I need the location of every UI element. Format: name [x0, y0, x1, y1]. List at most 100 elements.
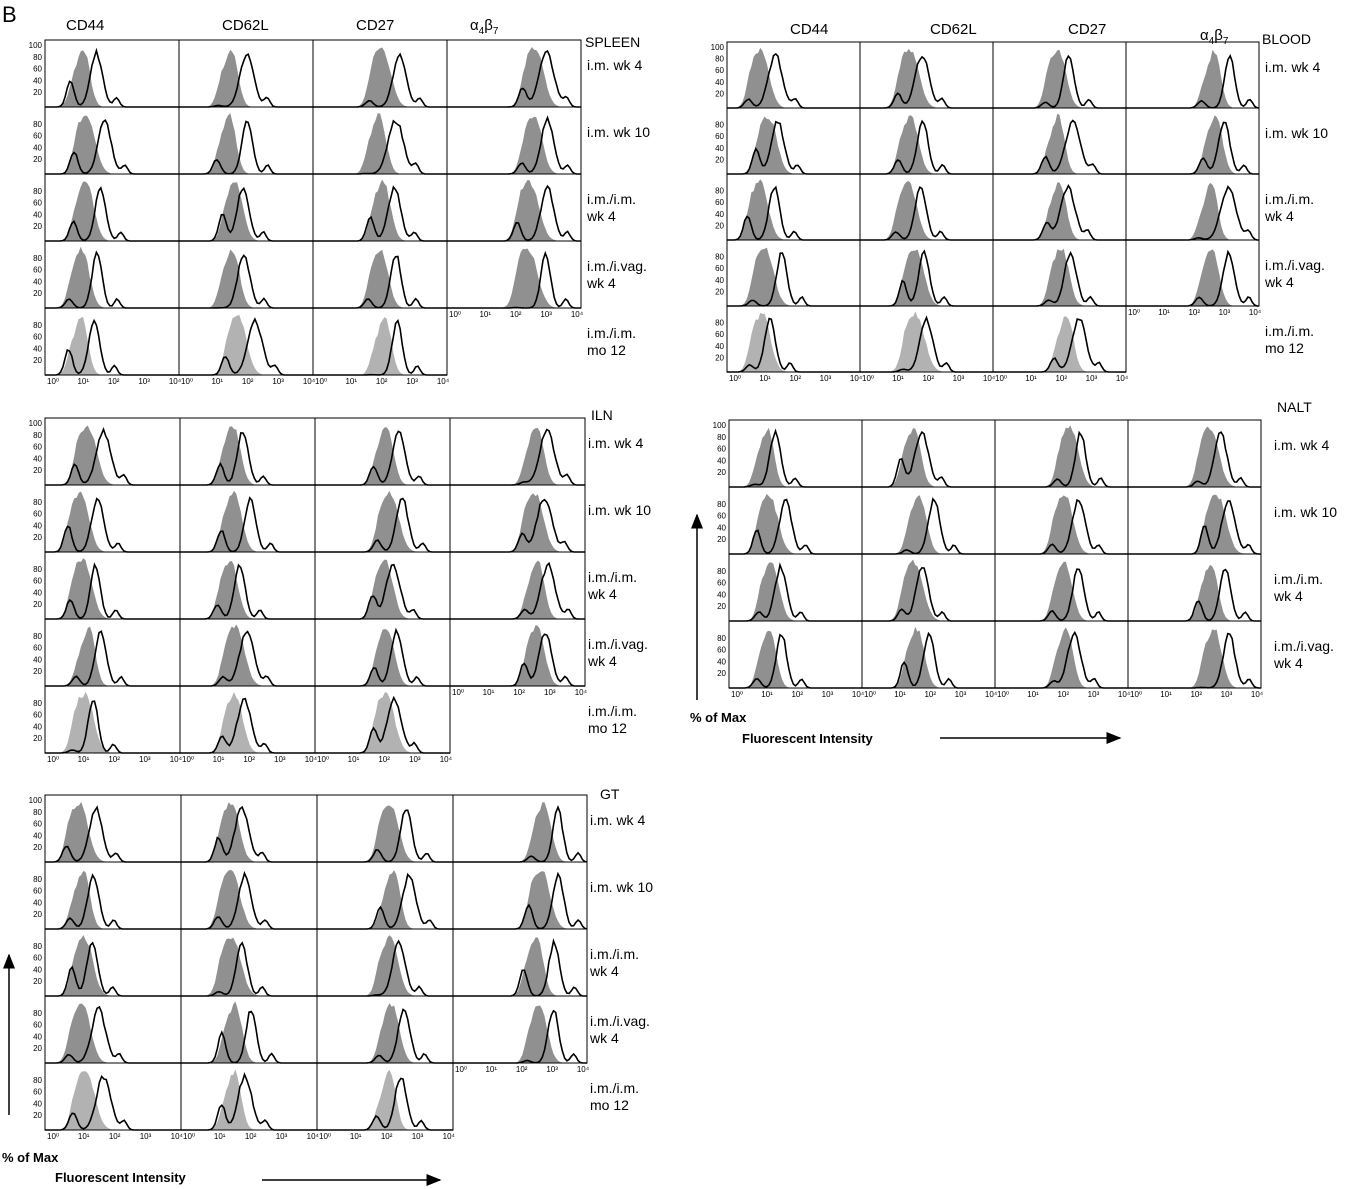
x-tick-label: 10² — [513, 688, 525, 697]
control-histogram — [317, 805, 453, 862]
x-tick-label: 10⁴ — [571, 310, 584, 319]
histogram-blood-r5-c2: 10⁰ 10¹ 10² 10³ 10⁴ — [859, 305, 996, 383]
y-tick-label: 100 — [711, 43, 725, 52]
control-histogram — [317, 870, 453, 929]
sample-histogram — [1126, 121, 1259, 175]
y-tick-label: 40 — [33, 831, 42, 840]
x-tick-label: 10⁴ — [305, 755, 318, 764]
x-tick-label: 10⁰ — [862, 374, 874, 383]
sample-histogram — [1126, 185, 1260, 241]
row-label: i.m./i.m. wk 4 — [589, 946, 639, 979]
control-histogram — [727, 47, 860, 108]
histogram-spleen-r3-c4 — [446, 173, 582, 242]
y-tick-label: 80 — [33, 875, 42, 884]
control-histogram — [179, 49, 313, 107]
histogram-frame — [1125, 173, 1260, 241]
histogram-nalt-r3-c3 — [994, 553, 1129, 622]
row-label: i.m./i.m. mo 12 — [590, 1080, 639, 1113]
x-tick-label: 10¹ — [1025, 374, 1037, 383]
x-tick-label: 10³ — [955, 690, 967, 699]
sample-histogram — [862, 430, 995, 488]
histogram-blood-r1-c2 — [859, 41, 994, 109]
histogram-frame — [726, 107, 861, 175]
y-tick-label: 80 — [33, 120, 42, 129]
x-tick-label: 10¹ — [1027, 690, 1039, 699]
y-tick-label: 80 — [717, 567, 726, 576]
histogram-blood-r4-c3 — [992, 239, 1127, 307]
block-blood: BLOOD i.m. wk 4 100 80 60 40 20 i.m. wk 10 80 60 4… — [711, 31, 1329, 383]
histogram-frame — [992, 305, 1127, 373]
control-histogram — [862, 559, 995, 621]
control-histogram — [317, 935, 453, 996]
x-tick-label: 10⁴ — [985, 690, 998, 699]
x-tick-label: 10¹ — [892, 374, 904, 383]
histogram-gt-r4-c4: 10⁰ 10¹ 10² 10³ 10⁴ — [452, 995, 590, 1074]
control-histogram — [45, 626, 180, 686]
sample-histogram — [1128, 500, 1261, 555]
y-tick-label: 60 — [33, 644, 42, 653]
control-histogram — [315, 692, 450, 753]
y-tick-label: 60 — [33, 65, 42, 74]
sample-histogram — [180, 563, 315, 620]
histogram-blood-r4-c1 — [726, 239, 861, 307]
sample-histogram — [727, 52, 860, 109]
x-tick-label: 10⁰ — [47, 755, 59, 764]
control-histogram — [45, 870, 181, 929]
histogram-gt-r4-c3 — [316, 995, 454, 1064]
block-iln: ILN i.m. wk 4 100 80 60 40 20 i.m. wk 10 80 60 40 2… — [29, 407, 652, 764]
x-tick-label: 10² — [510, 310, 522, 319]
histogram-spleen-r2-c4 — [446, 106, 582, 175]
x-tick-label: 10⁰ — [317, 755, 329, 764]
sample-histogram — [453, 1009, 587, 1064]
control-histogram — [729, 630, 862, 688]
histogram-gt-r3-c4 — [452, 928, 588, 997]
header-cd27: CD27 — [1068, 21, 1106, 38]
y-tick-label: 20 — [33, 667, 42, 676]
x-tick-label: 10⁴ — [575, 688, 588, 697]
x-tick-label: 10⁴ — [440, 755, 453, 764]
y-tick-label: 100 — [29, 419, 43, 428]
control-histogram — [729, 562, 862, 621]
x-tick-label: 10⁰ — [997, 690, 1009, 699]
sample-histogram — [729, 562, 862, 622]
x-tick-label: 10⁰ — [1128, 308, 1140, 317]
histogram-gt-r2-c3 — [316, 861, 454, 930]
histogram-blood-r2-c3 — [992, 107, 1127, 175]
histogram-spleen-r4-c4: 10⁰ 10¹ 10² 10³ 10⁴ — [446, 240, 584, 319]
sample-histogram — [447, 49, 581, 108]
x-tick-label: 10² — [242, 377, 254, 386]
histogram-frame — [44, 417, 181, 486]
y-tick-label: 60 — [33, 954, 42, 963]
y-tick-label: 60 — [33, 1088, 42, 1097]
histogram-nalt-r1-c4 — [1127, 419, 1262, 488]
histogram-iln-r1-c3 — [314, 417, 451, 486]
histogram-gt-r3-c2 — [180, 928, 318, 997]
control-histogram — [447, 116, 581, 174]
tissue-label: BLOOD — [1262, 31, 1311, 47]
row-label: i.m./i.m. wk 4 — [1264, 191, 1314, 224]
row-label: i.m. wk 10 — [1274, 504, 1337, 520]
histogram-iln-r3-c3 — [314, 551, 451, 620]
x-tick-label: 10⁴ — [437, 377, 450, 386]
control-histogram — [45, 491, 180, 552]
nalt-axis-annotation: % of Max Fluorescent Intensity — [690, 513, 1122, 746]
control-histogram — [181, 937, 317, 996]
x-tick-label: 10⁴ — [1118, 690, 1131, 699]
header-cd27: CD27 — [356, 17, 394, 34]
x-tick-label: 10³ — [138, 377, 150, 386]
histogram-iln-r5-c2: 10⁰ 10¹ 10² 10³ 10⁴ — [179, 685, 318, 764]
histogram-gt-r4-c1 — [44, 995, 182, 1064]
control-histogram — [315, 427, 450, 485]
sample-histogram — [45, 941, 181, 997]
x-tick-label: 10⁴ — [850, 374, 863, 383]
control-histogram — [45, 802, 181, 862]
y-tick-label: 20 — [717, 468, 726, 477]
sample-histogram — [450, 561, 585, 620]
control-histogram — [862, 626, 995, 688]
y-tick-label: 60 — [33, 577, 42, 586]
histogram-nalt-r2-c4 — [1127, 486, 1262, 555]
histogram-frame — [316, 1062, 454, 1131]
histogram-gt-r2-c1 — [44, 861, 182, 930]
y-tick-label: 40 — [717, 657, 726, 666]
histogram-frame — [446, 240, 582, 309]
